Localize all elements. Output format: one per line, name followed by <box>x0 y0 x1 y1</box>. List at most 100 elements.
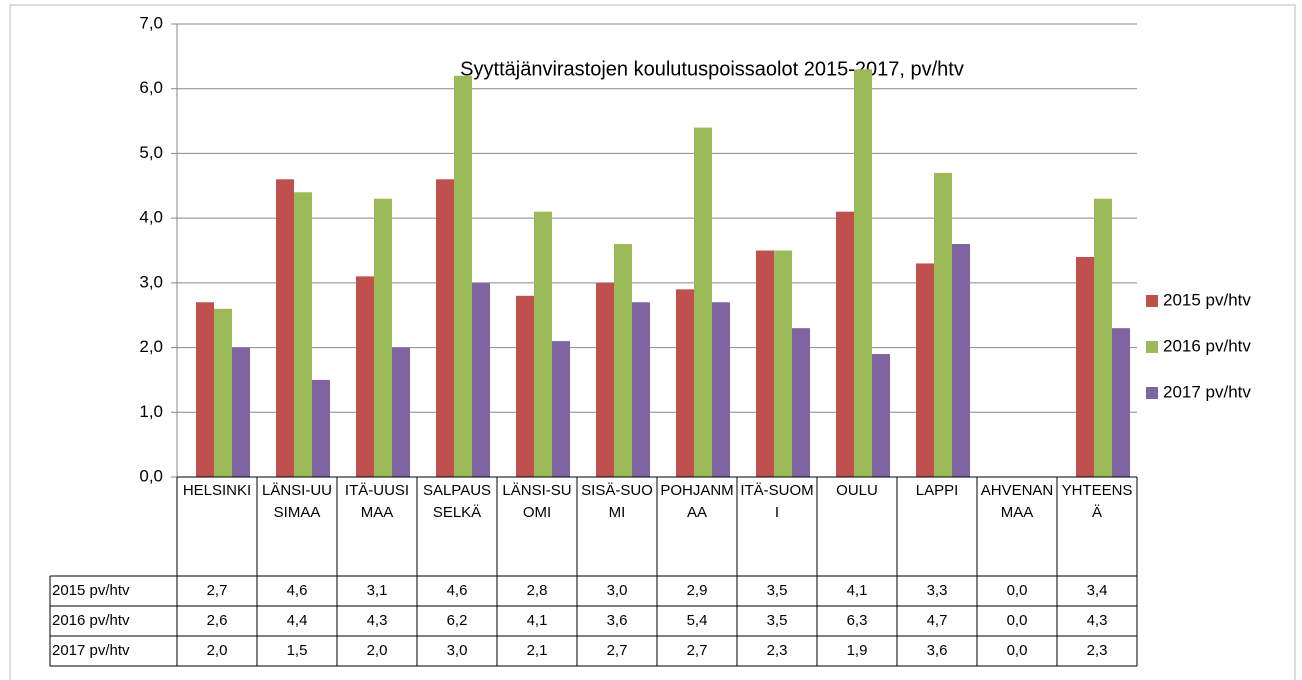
bar <box>392 347 410 477</box>
table-cell: 2,7 <box>606 642 628 659</box>
y-tick-label: 2,0 <box>139 337 163 356</box>
table-cell: 2,7 <box>686 642 708 659</box>
table-cell: 3,3 <box>926 582 948 599</box>
table-cell: 2,7 <box>206 582 228 599</box>
table-cell: 2,0 <box>366 642 388 659</box>
table-cell: 2,1 <box>526 642 548 659</box>
table-cell: 0,0 <box>1006 582 1028 599</box>
bar <box>632 302 650 477</box>
bar <box>872 354 890 477</box>
x-tick-label: SISÄ-SUOMI <box>581 482 653 521</box>
bar <box>712 302 730 477</box>
bar <box>534 211 552 477</box>
table-cell: 4,3 <box>1086 612 1108 629</box>
table-cell: 3,5 <box>766 582 788 599</box>
table-cell: 6,2 <box>446 612 468 629</box>
y-tick-label: 4,0 <box>139 208 163 227</box>
bar <box>374 198 392 477</box>
bar <box>516 295 534 477</box>
table-cell: 1,9 <box>846 642 868 659</box>
table-cell: 2,8 <box>526 582 548 599</box>
table-cell: 2,6 <box>206 612 228 629</box>
bar <box>312 379 330 477</box>
table-cell: 3,6 <box>606 612 628 629</box>
y-tick-label: 1,0 <box>139 402 163 421</box>
bar <box>1112 328 1130 477</box>
table-cell: 0,0 <box>1006 642 1028 659</box>
bar <box>436 179 454 478</box>
bar <box>774 250 792 477</box>
bar <box>552 341 570 477</box>
y-tick-label: 6,0 <box>139 78 163 97</box>
bar <box>1094 198 1112 477</box>
bar <box>472 282 490 477</box>
table-cell: 4,4 <box>286 612 308 629</box>
table-cell: 0,0 <box>1006 612 1028 629</box>
bar <box>614 244 632 477</box>
bar <box>356 276 374 477</box>
x-tick-label: OULU <box>836 482 878 499</box>
table-cell: 3,6 <box>926 642 948 659</box>
y-tick-label: 5,0 <box>139 143 163 162</box>
bar <box>1076 256 1094 477</box>
table-cell: 3,1 <box>366 582 388 599</box>
legend-label: 2015 pv/htv <box>1163 290 1251 309</box>
table-cell: 4,6 <box>446 582 468 599</box>
bar <box>916 263 934 477</box>
x-tick-label: HELSINKI <box>182 482 252 499</box>
y-tick-label: 0,0 <box>139 466 163 485</box>
bar <box>276 179 294 478</box>
legend-label: 2016 pv/htv <box>1163 336 1251 355</box>
legend-label: 2017 pv/htv <box>1163 382 1251 401</box>
bar <box>854 69 872 478</box>
table-cell: 6,3 <box>846 612 868 629</box>
table-cell: 4,6 <box>286 582 308 599</box>
table-cell: 2,3 <box>1086 642 1108 659</box>
x-tick-label: POHJANMAA <box>660 482 734 521</box>
x-tick-label: LÄNSI-SUOMI <box>502 482 572 521</box>
bar <box>196 302 214 477</box>
bar <box>454 75 472 478</box>
bar <box>952 244 970 477</box>
bar <box>214 308 232 477</box>
x-tick-label: AHVENANMAA <box>980 482 1054 521</box>
legend-swatch <box>1146 387 1158 399</box>
x-tick-label: ITÄ-UUSIMAA <box>344 482 410 521</box>
table-row-header: 2016 pv/htv <box>52 612 130 629</box>
legend-swatch <box>1146 295 1158 307</box>
x-tick-label: ITÄ-SUOMI <box>740 482 814 521</box>
y-tick-label: 3,0 <box>139 272 163 291</box>
table-cell: 1,5 <box>286 642 308 659</box>
table-cell: 2,9 <box>686 582 708 599</box>
bar <box>694 127 712 478</box>
bar <box>676 289 694 477</box>
y-tick-label: 7,0 <box>139 13 163 32</box>
bar <box>934 172 952 478</box>
bar <box>756 250 774 477</box>
table-cell: 3,5 <box>766 612 788 629</box>
chart-title: Syyttäjänvirastojen koulutuspoissaolot 2… <box>460 58 964 80</box>
table-cell: 4,1 <box>526 612 548 629</box>
table-cell: 4,1 <box>846 582 868 599</box>
table-cell: 4,3 <box>366 612 388 629</box>
table-cell: 3,0 <box>446 642 468 659</box>
x-tick-label: LAPPI <box>915 482 959 499</box>
table-cell: 2,0 <box>206 642 228 659</box>
bar <box>836 211 854 477</box>
bar <box>232 347 250 477</box>
table-cell: 3,4 <box>1086 582 1108 599</box>
x-tick-label: LÄNSI-UUSIMAA <box>261 482 332 521</box>
chart-border <box>9 4 1296 680</box>
table-cell: 2,3 <box>766 642 788 659</box>
x-tick-label: SALPAUSSELKÄ <box>422 482 492 521</box>
table-row-header: 2017 pv/htv <box>52 642 130 659</box>
x-tick-label: YHTEENSÄ <box>1061 482 1133 521</box>
table-cell: 5,4 <box>686 612 708 629</box>
bar <box>294 192 312 477</box>
table-row-header: 2015 pv/htv <box>52 582 130 599</box>
bar <box>792 328 810 477</box>
legend-swatch <box>1146 341 1158 353</box>
table-cell: 3,0 <box>606 582 628 599</box>
